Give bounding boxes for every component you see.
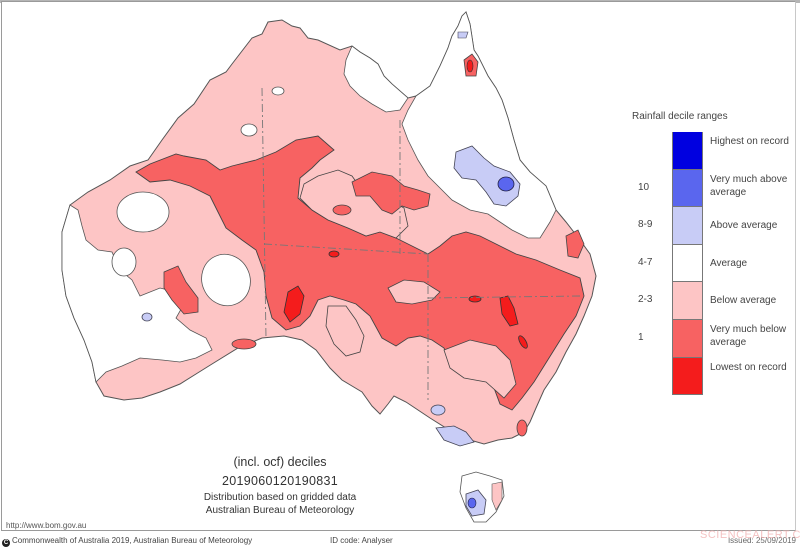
copyright-text: Commonwealth of Australia 2019, Australi… (12, 536, 253, 545)
region-lowest-nsw-1 (499, 295, 519, 327)
region-very-much-above-tasmania (467, 497, 477, 509)
region-very-much-below-vic (516, 419, 528, 437)
region-average-wa-3 (111, 247, 137, 277)
region-very-much-below-nsw-coast (565, 229, 585, 259)
copyright: C Commonwealth of Australia 2019, Austral… (2, 536, 252, 547)
legend-range: 4-7 (638, 256, 653, 268)
legend-label: Average (710, 257, 748, 269)
region-lowest-cape-york (466, 59, 474, 73)
legend-label: Above average (710, 220, 778, 232)
region-very-much-below-wa-1 (163, 265, 199, 315)
region-very-much-below-sa-1 (332, 204, 352, 216)
region-below-hole-2 (387, 279, 441, 305)
region-lowest-nt (328, 250, 340, 258)
legend-swatch-very-much-above (672, 169, 703, 208)
legend-title: Rainfall decile ranges (632, 111, 728, 122)
region-average-nt-2 (271, 86, 285, 96)
region-lowest-nsw-3 (518, 335, 528, 349)
legend-range: 8-9 (638, 219, 653, 231)
id-code: ID code: Analyser (330, 536, 393, 545)
region-below-tasmania (491, 481, 503, 511)
map-source: Australian Bureau of Meteorology (205, 505, 355, 516)
legend-item-very-much-below: 1 Very much below average (632, 319, 792, 358)
watermark: SCIENCEALERT.COM (700, 529, 800, 541)
legend-item-average: 4-7 Average (632, 244, 792, 283)
map-title: (incl. ocf) deciles (233, 455, 327, 469)
legend: Rainfall decile ranges Highest on record… (632, 111, 792, 396)
legend-range: 1 (638, 331, 644, 343)
region-above-vic-2 (430, 404, 446, 416)
legend-swatch-highest (672, 132, 703, 170)
map-period: 2019060120190831 (221, 474, 339, 488)
legend-swatch-lowest (672, 357, 703, 396)
region-average-nt-1 (240, 123, 258, 137)
legend-item-above: 8-9 Above average (632, 207, 792, 245)
legend-label: Very much above average (710, 173, 788, 198)
legend-swatch-average (672, 244, 703, 283)
bom-url-link[interactable]: http://www.bom.gov.au (6, 521, 87, 530)
legend-item-below: 2-3 Below average (632, 282, 792, 320)
legend-range: 2-3 (638, 294, 653, 306)
legend-range: 10 (638, 181, 650, 193)
legend-label: Lowest on record (710, 361, 787, 373)
region-above-cape-york-tip (457, 31, 469, 39)
state-borders (261, 87, 581, 400)
legend-swatch-above (672, 207, 703, 245)
legend-label: Highest on record (710, 136, 789, 147)
region-below-hole-3 (325, 305, 365, 357)
legend-swatch-very-much-below (672, 319, 703, 358)
region-average-wa-2 (201, 253, 251, 307)
region-average-west-coast (61, 204, 213, 383)
copyright-icon: C (2, 539, 10, 547)
region-below-hole-4 (443, 339, 517, 399)
region-very-much-below-sa-2 (231, 338, 257, 350)
legend-swatch-below (672, 282, 703, 320)
legend-item-lowest: Lowest on record (632, 357, 792, 396)
legend-label: Below average (710, 295, 777, 307)
legend-label: Very much below average (710, 323, 787, 348)
region-average-gulf (343, 45, 409, 113)
legend-item-highest: Highest on record (632, 132, 792, 170)
region-above-vic (435, 425, 475, 447)
map-subtitle: Distribution based on gridded data (203, 492, 357, 503)
footer: C Commonwealth of Australia 2019, Austral… (0, 534, 800, 548)
legend-item-very-much-above: 10 Very much above average (632, 169, 792, 208)
region-very-much-below-qld-arm (351, 171, 431, 215)
region-above-wa (141, 312, 153, 322)
region-average-wa-1 (116, 191, 170, 233)
region-very-much-above-qld (497, 176, 515, 192)
region-lowest-sa (283, 285, 305, 323)
issued-date: Issued: 25/09/2019 (727, 536, 796, 545)
